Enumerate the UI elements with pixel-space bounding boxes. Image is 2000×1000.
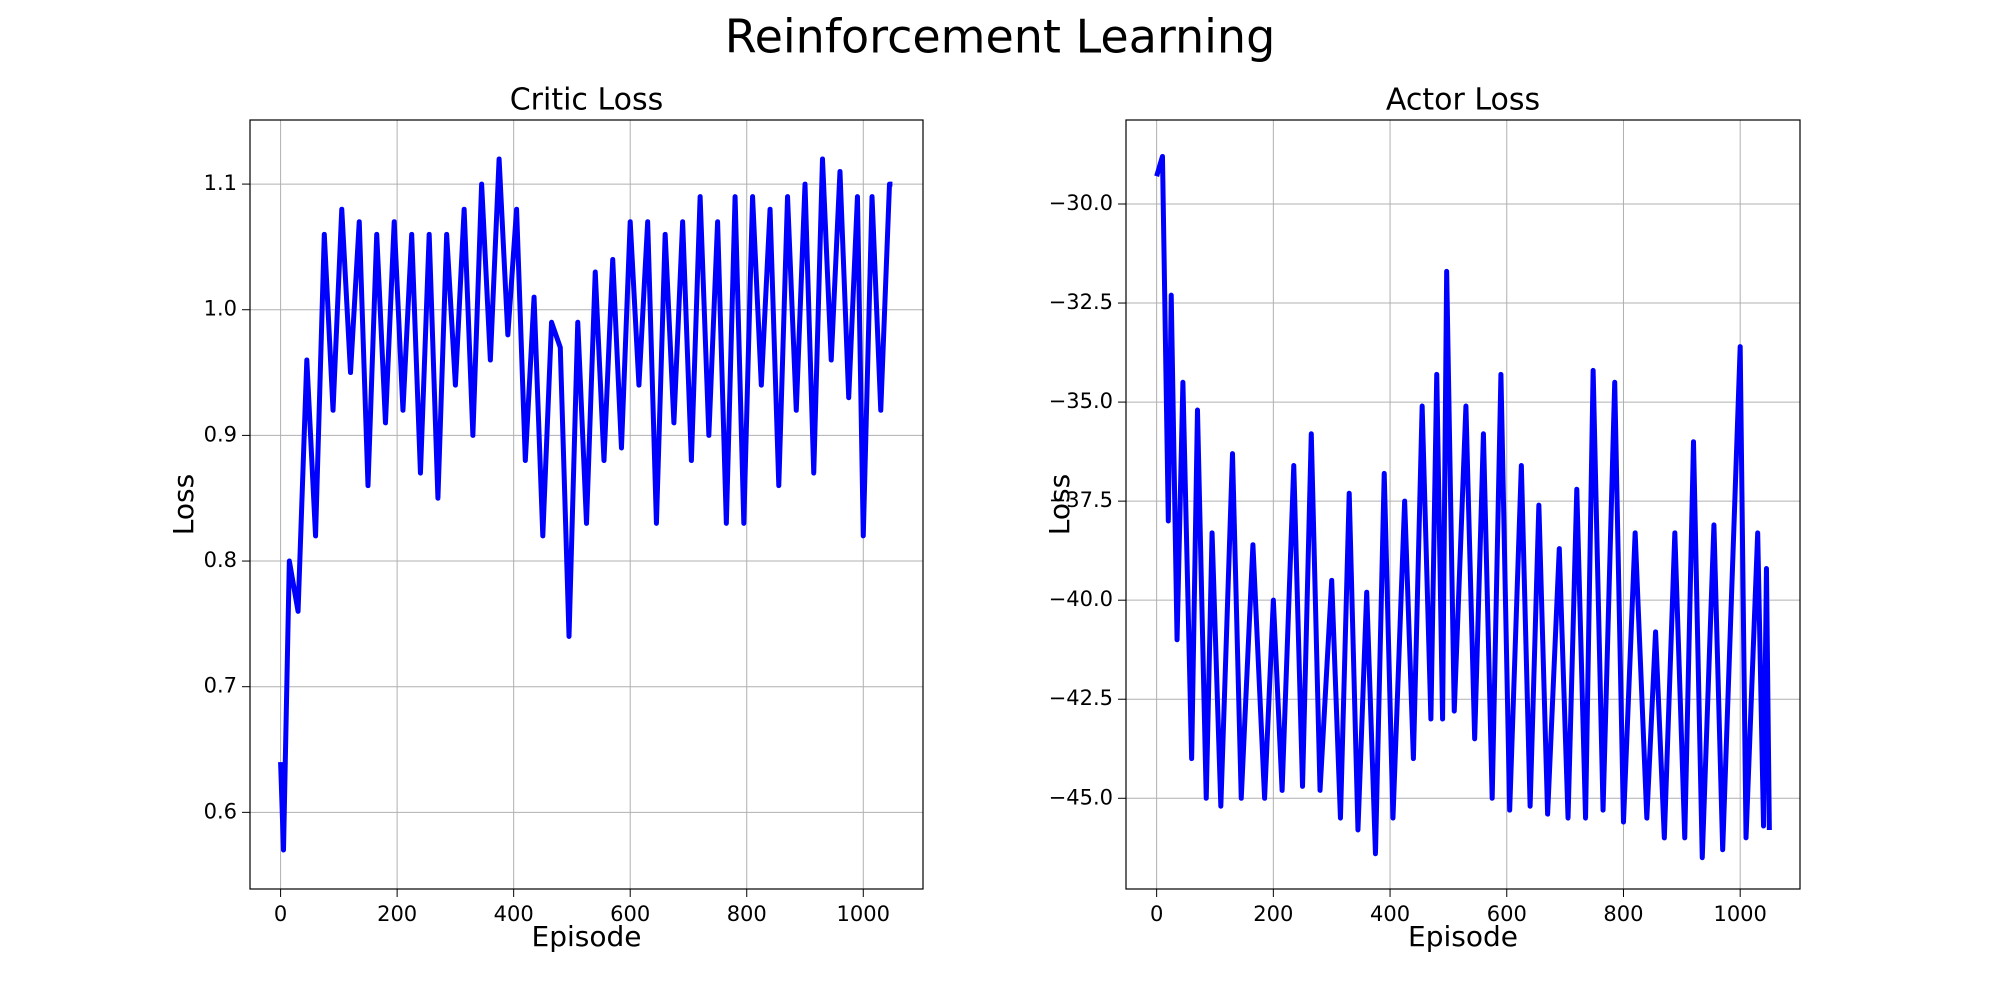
y-tick-label: −40.0 [1049,587,1113,611]
axes-frame [1125,119,1801,890]
x-tick-label: 200 [1253,902,1293,926]
x-tick-label: 0 [1150,902,1163,926]
loss-line [278,156,893,853]
y-tick-label: 0.9 [204,422,237,446]
chart-title: Actor Loss [1386,83,1540,118]
x-axis-label: Episode [1408,920,1518,953]
loss-line [1154,153,1772,861]
y-tick-label: −37.5 [1049,488,1113,512]
y-tick-label: −42.5 [1049,686,1113,710]
x-axis-label: Episode [532,920,642,953]
y-tick-label: 0.8 [204,548,237,572]
y-tick-label: 1.0 [204,297,237,321]
chart-title: Critic Loss [510,83,664,118]
y-tick-label: −30.0 [1049,191,1113,215]
x-tick-label: 200 [377,902,417,926]
x-tick-label: 800 [1603,902,1643,926]
x-tick-label: 400 [1370,902,1410,926]
x-tick-label: 0 [274,902,287,926]
x-tick-label: 600 [1487,902,1527,926]
y-tick-label: −32.5 [1049,290,1113,314]
x-tick-label: 1000 [1713,902,1766,926]
figure-title: Reinforcement Learning [725,10,1276,64]
y-tick-label: −35.0 [1049,389,1113,413]
y-axis-label: Loss [1043,474,1076,535]
y-tick-label: 1.1 [204,171,237,195]
x-tick-label: 800 [727,902,767,926]
y-tick-label: 0.7 [204,674,237,698]
y-tick-label: −45.0 [1049,785,1113,809]
axes-frame [249,119,924,890]
x-tick-label: 400 [494,902,534,926]
x-tick-label: 600 [610,902,650,926]
y-tick-label: 0.6 [204,799,237,823]
y-axis-label: Loss [167,474,200,535]
x-tick-label: 1000 [837,902,890,926]
